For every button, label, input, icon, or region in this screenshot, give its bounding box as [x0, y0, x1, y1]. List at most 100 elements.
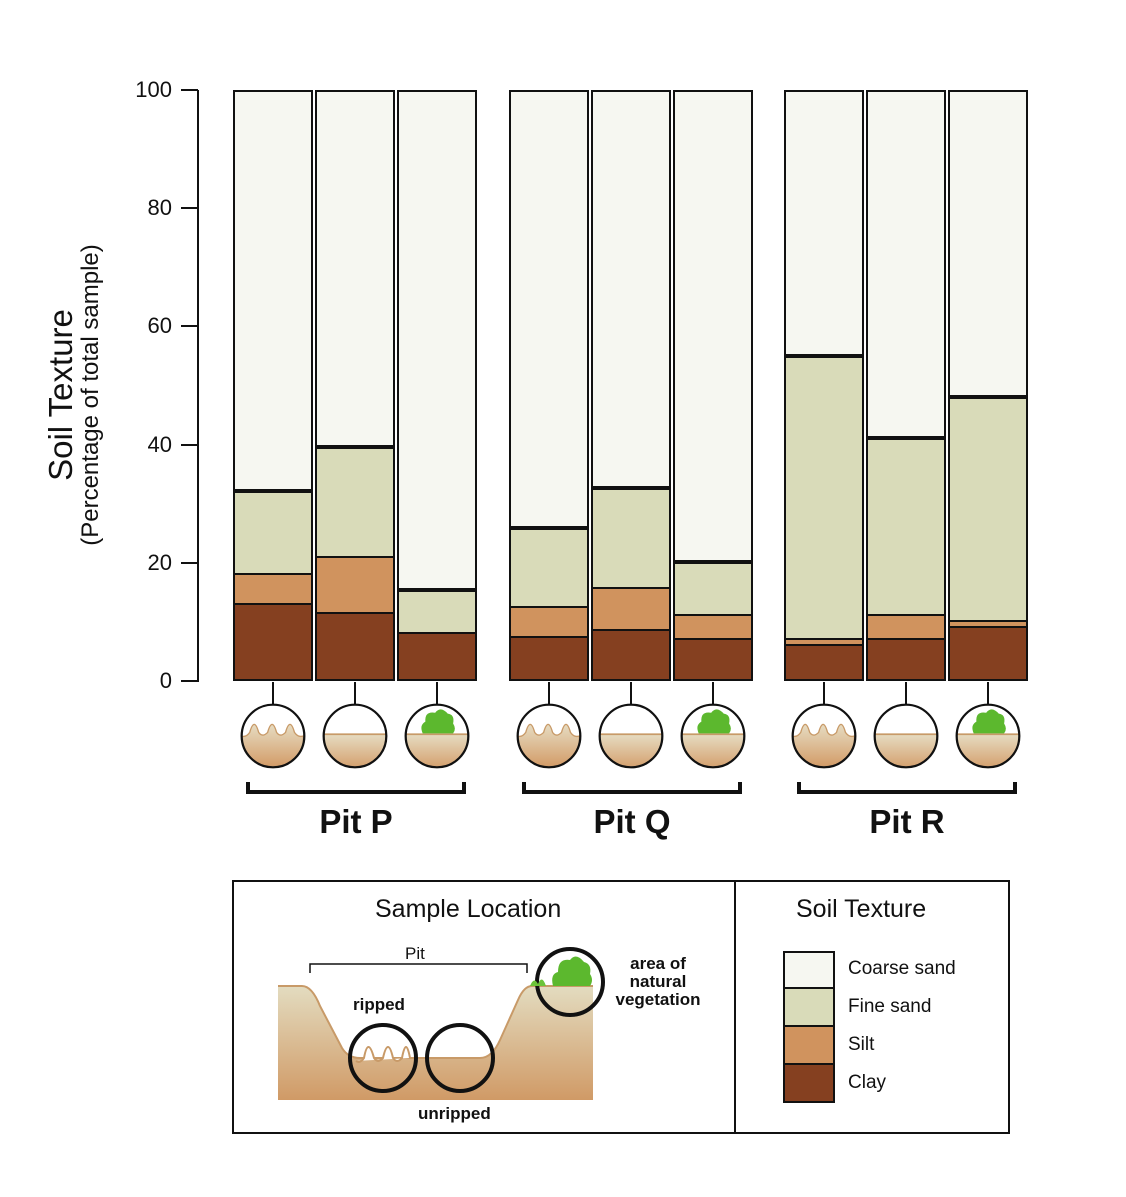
sample-circles	[348, 947, 605, 1093]
segment-boundary	[593, 486, 669, 489]
connector-stem	[354, 682, 356, 706]
connector-stem	[905, 682, 907, 706]
y-axis-subtitle: (Percentage of total sample)	[77, 244, 104, 546]
vegetation-sample-icon	[955, 703, 1021, 769]
bar-pit-p-3	[397, 90, 477, 681]
segment-silt	[235, 573, 311, 603]
segment-boundary	[399, 587, 475, 590]
unripped-sample-icon	[873, 703, 939, 769]
connector-stem	[987, 682, 989, 706]
ripped-sample-icon	[791, 703, 857, 769]
y-tick-label: 0	[159, 668, 172, 693]
segment-fine-sand	[950, 397, 1026, 621]
segment-fine-sand	[593, 488, 669, 587]
segment-clay	[235, 602, 311, 679]
connector-stem	[712, 682, 714, 706]
y-tick-mark	[181, 680, 198, 682]
unripped-sample-icon	[598, 703, 664, 769]
connector-stem	[436, 682, 438, 706]
legend-swatch-silt	[783, 1027, 835, 1065]
connector-stem	[272, 682, 274, 706]
unripped-label: unripped	[418, 1104, 491, 1123]
segment-clay	[786, 643, 862, 679]
unripped-sample-icon	[322, 703, 388, 769]
segment-clay	[675, 637, 751, 679]
segment-boundary	[675, 559, 751, 562]
bush-icon	[552, 956, 592, 986]
segment-boundary	[511, 526, 587, 529]
connector-stem	[823, 682, 825, 706]
ripped-sample-icon	[240, 703, 306, 769]
connector-stem	[630, 682, 632, 706]
segment-boundary	[317, 444, 393, 447]
vegetation-sample-icon	[404, 703, 470, 769]
soil-texture-legend-title: Soil Texture	[796, 895, 927, 923]
legend-label: Silt	[848, 1034, 875, 1055]
legend-swatch-fine-sand	[783, 989, 835, 1027]
y-tick-label: 20	[147, 549, 172, 575]
segment-silt	[317, 555, 393, 612]
unripped-sample-circle	[425, 1023, 495, 1093]
legend-divider	[734, 882, 736, 1132]
bar-pit-p-2	[315, 90, 395, 681]
y-tick-label: 60	[147, 313, 172, 339]
segment-boundary	[868, 436, 944, 439]
connector-stem	[548, 682, 550, 706]
segment-fine-sand	[399, 589, 475, 633]
segment-silt	[786, 637, 862, 644]
segment-silt	[593, 586, 669, 630]
segment-fine-sand	[868, 438, 944, 615]
pit-label: Pit	[405, 944, 425, 963]
vegetation-sample-icon	[680, 703, 746, 769]
vegetation-label-line-2: natural	[629, 972, 687, 991]
y-axis-label: Soil Texture (Percentage of total sample…	[42, 200, 114, 590]
y-axis-line	[197, 90, 199, 682]
y-tick-label: 40	[147, 431, 172, 457]
segment-clay	[868, 637, 944, 679]
segment-clay	[950, 626, 1026, 679]
grass-icon	[530, 979, 546, 986]
legend-swatch-clay	[783, 1065, 835, 1103]
segment-boundary	[950, 395, 1026, 398]
segment-fine-sand	[235, 491, 311, 574]
legend-label: Fine sand	[848, 996, 932, 1017]
y-tick-label: 80	[147, 195, 172, 221]
segment-silt	[675, 614, 751, 638]
legend-swatch-coarse-sand	[783, 951, 835, 989]
y-axis-title: Soil Texture	[42, 309, 79, 481]
segment-clay	[593, 629, 669, 679]
sample-location-title: Sample Location	[375, 895, 562, 923]
bar-pit-r-2	[866, 90, 946, 681]
legend-box	[232, 880, 1010, 1134]
pit-group-label: Pit Q	[593, 803, 671, 840]
segment-clay	[511, 636, 587, 679]
y-tick-mark	[181, 207, 198, 210]
segment-boundary	[235, 489, 311, 492]
pit-group-bracket	[797, 782, 1017, 794]
y-tick-mark	[181, 325, 198, 328]
y-tick-mark	[181, 89, 198, 91]
segment-fine-sand	[786, 356, 862, 638]
pit-group-bracket	[246, 782, 466, 794]
ripped-sample-icon	[516, 703, 582, 769]
vegetation-label-line-3: vegetation	[615, 990, 701, 1009]
ripped-sample-circle	[348, 1023, 418, 1093]
segment-silt	[511, 606, 587, 637]
bar-pit-q-2	[591, 90, 671, 681]
pit-group-bracket	[522, 782, 742, 794]
y-tick-mark	[181, 443, 198, 446]
segment-fine-sand	[511, 528, 587, 607]
segment-fine-sand	[317, 446, 393, 556]
ripped-label: ripped	[353, 995, 405, 1014]
segment-boundary	[786, 354, 862, 357]
segment-clay	[399, 632, 475, 679]
natural-vegetation-label: area of natural vegetation	[608, 955, 708, 1009]
y-tick-label: 100	[135, 77, 172, 102]
bar-pit-r-3	[948, 90, 1028, 681]
legend-label: Coarse sand	[848, 958, 956, 979]
pit-group-label: Pit P	[319, 803, 393, 840]
bar-pit-q-3	[673, 90, 753, 681]
bar-pit-r-1	[784, 90, 864, 681]
pit-group-label: Pit R	[869, 803, 945, 840]
bar-pit-q-1	[509, 90, 589, 681]
